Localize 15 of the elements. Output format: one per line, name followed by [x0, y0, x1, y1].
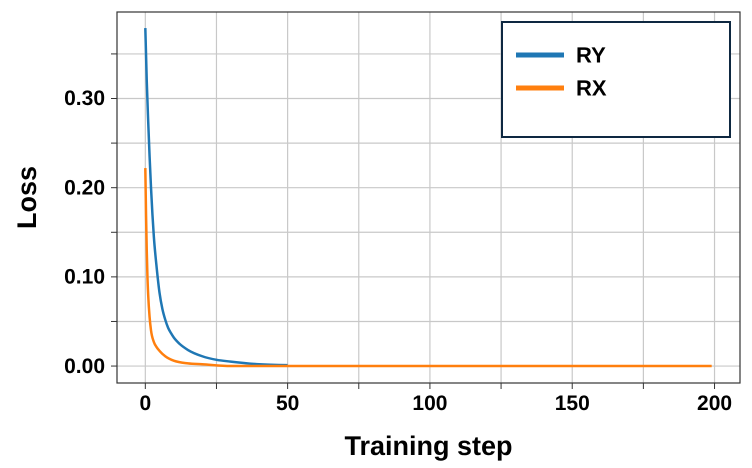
x-tick-label: 200 [697, 392, 732, 415]
legend-label: RY [576, 42, 606, 68]
x-tick-label: 100 [412, 392, 448, 415]
y-tick-label: 0.00 [64, 354, 105, 378]
x-axis-title: Training step [344, 431, 513, 461]
legend-label: RX [576, 76, 607, 101]
y-tick-label: 0.10 [64, 266, 105, 289]
y-axis-title: Loss [12, 166, 42, 230]
line-series [144, 26, 289, 366]
y-tick-label: 0.30 [64, 87, 105, 110]
line-series [144, 166, 713, 368]
y-tick-label: 0.20 [64, 176, 105, 200]
x-tick-label: 0 [139, 392, 152, 415]
x-tick-label: 150 [554, 392, 590, 415]
x-tick-label: 50 [276, 392, 300, 415]
